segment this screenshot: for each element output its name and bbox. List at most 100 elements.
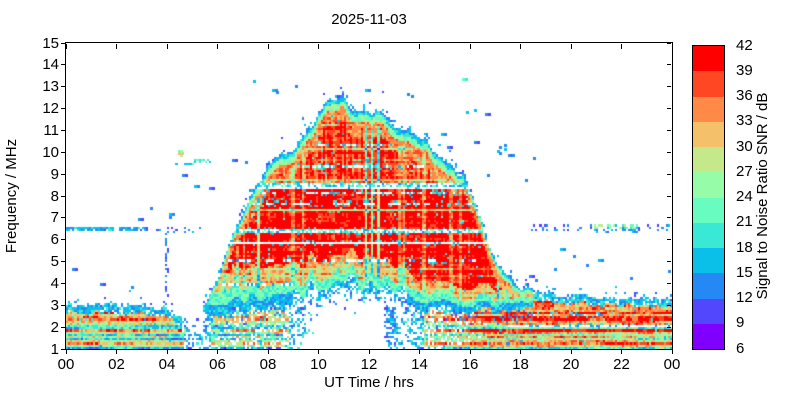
x-tick <box>469 350 471 354</box>
y-tick-right <box>667 42 671 44</box>
x-tick-label: 00 <box>57 356 75 373</box>
x-tick-top <box>267 44 269 49</box>
colorbar-tick-label: 33 <box>736 112 753 130</box>
colorbar-segment <box>693 324 724 349</box>
x-tick-label: 08 <box>259 356 277 373</box>
x-tick-top <box>65 44 67 49</box>
y-tick <box>61 217 65 219</box>
x-tick-label: 20 <box>562 356 580 373</box>
y-tick <box>61 348 65 350</box>
x-tick <box>267 350 269 354</box>
y-tick-right <box>667 173 671 175</box>
x-tick-top <box>671 44 673 49</box>
y-tick <box>61 195 65 197</box>
y-tick-label: 9 <box>50 165 59 183</box>
colorbar-segment <box>693 223 724 248</box>
y-tick-right <box>667 261 671 263</box>
x-tick-top <box>419 44 420 49</box>
colorbar-tick-label: 27 <box>736 162 753 180</box>
y-tick-right <box>667 326 671 328</box>
y-tick <box>61 108 65 110</box>
x-tick-top <box>116 44 117 49</box>
x-tick-label: 22 <box>613 356 630 373</box>
y-tick-right <box>667 217 671 219</box>
y-tick <box>61 304 65 306</box>
colorbar-label: Signal to Noise Ratio SNR / dB <box>754 92 771 300</box>
x-tick-label: 04 <box>158 356 176 373</box>
x-tick-top <box>318 44 319 49</box>
x-axis-label: UT Time / hrs <box>324 374 414 391</box>
heatmap-canvas <box>66 43 672 349</box>
colorbar-segment <box>693 46 724 71</box>
x-tick-top <box>217 44 218 49</box>
colorbar <box>692 45 725 350</box>
colorbar-tick-label: 6 <box>736 339 745 357</box>
colorbar-segment <box>693 198 724 223</box>
y-tick-label: 1 <box>50 340 59 358</box>
y-tick <box>61 64 65 66</box>
colorbar-segment <box>693 147 724 172</box>
colorbar-segment <box>693 97 724 122</box>
y-tick-right <box>667 195 671 197</box>
x-tick-top <box>166 44 168 49</box>
colorbar-tick-label: 9 <box>736 314 745 332</box>
x-tick-label: 00 <box>663 356 681 373</box>
y-tick <box>61 261 65 263</box>
x-tick <box>621 350 622 354</box>
y-tick-label: 11 <box>43 121 59 139</box>
x-tick <box>217 350 218 354</box>
y-tick-label: 3 <box>50 296 59 314</box>
y-tick <box>61 173 65 175</box>
colorbar-segment <box>693 248 724 273</box>
colorbar-segment <box>693 299 724 324</box>
x-tick <box>65 350 67 354</box>
y-tick <box>61 239 65 241</box>
x-tick-top <box>621 44 622 49</box>
y-tick <box>61 282 65 284</box>
x-tick-top <box>570 44 572 49</box>
y-tick-label: 12 <box>42 100 59 118</box>
x-tick-label: 06 <box>209 356 226 373</box>
x-tick-label: 12 <box>360 356 378 373</box>
colorbar-tick-label: 36 <box>736 87 753 104</box>
y-tick-right <box>667 282 671 284</box>
colorbar-tick-label: 12 <box>736 289 753 306</box>
y-tick-right <box>667 129 671 131</box>
y-tick-label: 7 <box>50 209 59 227</box>
y-tick-label: 15 <box>42 34 59 52</box>
colorbar-segment <box>693 71 724 97</box>
colorbar-segment <box>693 172 724 198</box>
x-tick-label: 14 <box>411 356 428 373</box>
y-tick-label: 4 <box>50 274 59 292</box>
chart-title: 2025-11-03 <box>331 11 407 28</box>
y-tick-label: 5 <box>50 253 59 271</box>
y-tick-label: 8 <box>50 187 59 205</box>
colorbar-tick-label: 15 <box>736 263 753 281</box>
y-tick-right <box>667 64 671 66</box>
y-tick-right <box>667 304 671 306</box>
y-tick <box>61 42 65 44</box>
y-tick <box>61 129 65 131</box>
colorbar-tick-label: 39 <box>736 61 753 79</box>
x-tick-label: 02 <box>108 356 125 373</box>
y-tick <box>61 151 65 153</box>
x-tick <box>368 350 370 354</box>
y-tick-label: 13 <box>42 78 59 96</box>
colorbar-tick-label: 42 <box>736 36 753 54</box>
x-tick-label: 18 <box>512 356 529 373</box>
x-tick-top <box>368 44 370 49</box>
x-tick <box>570 350 572 354</box>
y-tick-right <box>667 239 671 241</box>
y-tick-label: 6 <box>50 231 59 249</box>
y-tick-right <box>667 348 671 350</box>
x-tick-top <box>520 44 521 49</box>
x-tick-label: 10 <box>310 356 327 373</box>
colorbar-segment <box>693 122 724 147</box>
colorbar-tick-label: 18 <box>736 238 753 256</box>
x-tick <box>671 350 673 354</box>
y-tick-right <box>667 108 671 110</box>
y-tick <box>61 86 65 88</box>
x-tick-top <box>469 44 471 49</box>
colorbar-tick-label: 24 <box>736 188 753 205</box>
